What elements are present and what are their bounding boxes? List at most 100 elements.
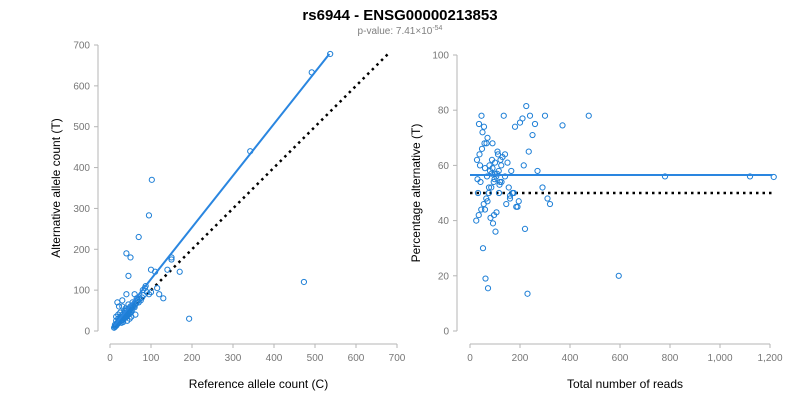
data-point [489,140,496,147]
data-point [132,311,139,318]
allele-count-scatter-panel: 0 100 200 300 400 500 600 700 0 100 200 300 400 500 60… [49,41,406,392]
data-point [176,268,183,275]
x-tick-label: 600 [612,353,629,364]
data-point [481,165,489,172]
data-point [506,192,514,199]
data-point [480,123,488,130]
x-tick-label: 400 [266,353,283,364]
y-tick-label: 100 [73,286,90,297]
data-point [123,291,130,298]
data-point [559,122,566,129]
data-point [513,203,520,210]
x-tick-label: 300 [225,353,242,364]
data-point [164,266,171,273]
data-point [476,162,484,169]
y-tick-label: 0 [84,327,90,338]
data-point [489,220,497,227]
y-tick-label: 0 [443,327,449,338]
data-point [484,198,491,205]
data-point [501,151,509,158]
data-point [128,308,135,315]
data-point [481,140,488,147]
data-point [477,178,484,186]
data-point [126,309,134,317]
y-tick-label: 300 [73,204,90,215]
data-point [123,250,130,257]
data-point [770,173,777,181]
pvalue-subtitle: p-value: 7.41×10-54 [358,25,443,37]
data-point [485,184,493,191]
data-point [492,228,499,235]
x-axis-label: Total number of reads [567,377,683,391]
data-point [148,176,155,183]
y-tick-label: 700 [73,41,90,52]
data-point [515,198,522,205]
data-point [539,184,546,191]
data-point [125,272,132,279]
data-point [122,314,130,321]
data-point [508,167,515,175]
data-point [504,159,511,166]
data-point [145,212,153,219]
data-point [478,206,485,213]
y-axis-label: Alternative allele count (T) [49,118,63,257]
x-tick-label: 1,000 [707,353,732,364]
data-point [483,173,491,180]
x-tick-label: 600 [348,353,365,364]
y-tick-label: 500 [73,122,90,133]
data-point [498,162,505,169]
data-point [478,112,485,119]
data-point [300,278,308,286]
x-tick-label: 100 [143,353,160,364]
data-point [523,102,530,110]
pvalue-prefix: p-value: 7.41×10 [358,26,433,37]
data-point [119,297,126,304]
data-point [503,200,510,208]
data-point [475,211,482,219]
data-point [493,209,500,216]
data-point [494,151,502,158]
data-point [127,309,135,316]
data-point [145,291,153,298]
data-point [476,151,483,158]
data-point [541,112,549,119]
data-point [491,159,499,166]
data-point [481,206,489,213]
data-point [498,178,505,186]
data-point [327,50,334,58]
x-tick-label: 200 [184,353,201,364]
y-tick-label: 100 [432,51,449,62]
data-point [186,315,193,322]
x-axis-label: Reference allele count (C) [189,377,328,391]
data-point [474,189,482,197]
data-point [494,148,501,155]
data-point [544,195,551,202]
data-point [487,214,494,221]
y-tick-label: 200 [73,245,90,256]
data-point [115,303,123,310]
data-point [489,165,496,172]
data-point [478,145,486,152]
y-axis-label: Percentage alternative (T) [409,124,423,263]
data-point [495,189,503,197]
data-point [483,140,490,147]
x-tick-label: 700 [389,353,406,364]
data-point [661,173,669,180]
regression-line [113,53,331,327]
y-tick-label: 20 [438,271,450,282]
data-point [519,115,526,122]
data-point [147,289,155,296]
data-point [479,245,487,252]
data-point [521,225,529,232]
data-point [491,176,498,183]
data-point [475,120,483,128]
data-point [501,173,509,180]
data-point [520,162,527,169]
data-point [160,295,167,302]
data-point [615,272,622,279]
data-point [531,120,539,128]
data-point [147,266,155,273]
x-tick-label: 400 [562,353,579,364]
percentage-scatter-panel: 0 200 400 600 800 1,000 1,200 0 20 40 60 80 100 Total… [409,51,783,392]
